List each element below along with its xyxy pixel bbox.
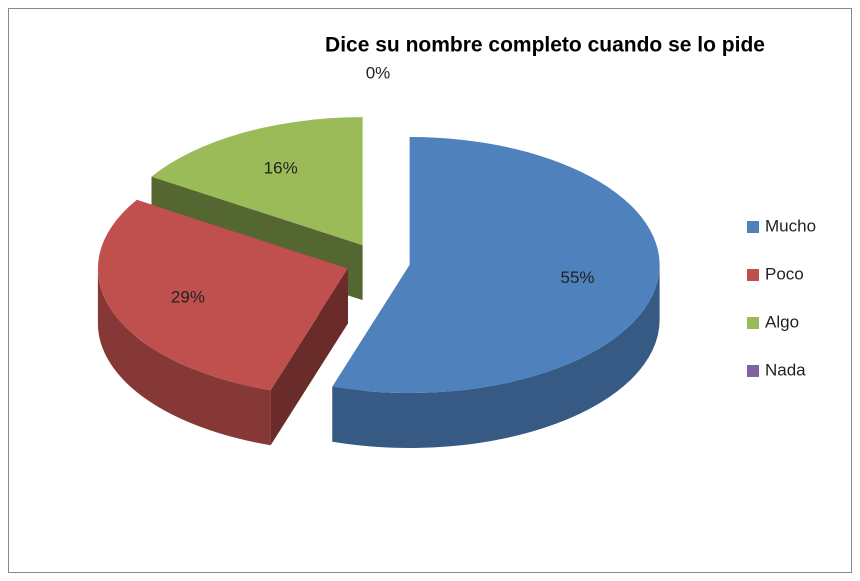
data-label: 29%: [171, 287, 205, 306]
data-label: 16%: [264, 158, 298, 177]
legend-swatch: [747, 365, 759, 377]
legend-swatch: [747, 221, 759, 233]
legend-label: Algo: [765, 312, 799, 331]
slice-side: [332, 265, 660, 449]
pie-slice: [332, 137, 660, 449]
legend-swatch: [747, 317, 759, 329]
legend: Mucho Poco Algo Nada: [747, 216, 816, 379]
chart-title: Dice su nombre completo cuando se lo pid…: [325, 34, 765, 57]
slice-top: [151, 117, 363, 246]
slice-top: [332, 137, 660, 394]
data-label: 55%: [560, 268, 594, 287]
legend-label: Nada: [765, 360, 806, 379]
pie-slice: [97, 199, 348, 446]
legend-swatch: [747, 269, 759, 281]
slice-top: [97, 199, 348, 391]
legend-label: Poco: [765, 264, 804, 283]
slice-side: [97, 268, 271, 446]
data-label: 0%: [366, 63, 391, 82]
pie: 55% 29% 16% 0%: [97, 63, 660, 449]
legend-label: Mucho: [765, 216, 816, 235]
